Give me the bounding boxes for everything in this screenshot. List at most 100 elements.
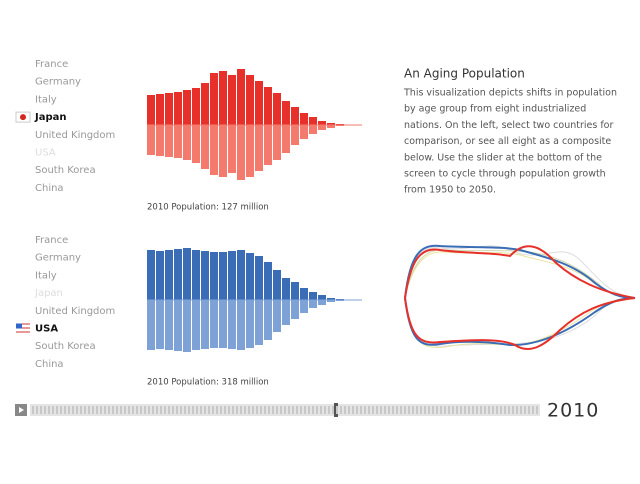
- slider-tick: [104, 406, 106, 414]
- slider-tick: [220, 406, 222, 414]
- bar-upper: [201, 251, 209, 300]
- bar-upper: [192, 88, 200, 125]
- slider-tick: [180, 406, 182, 414]
- bar-lower: [255, 300, 263, 345]
- slider-tick: [384, 406, 386, 414]
- slider-tick: [376, 406, 378, 414]
- slider-tick: [524, 406, 526, 414]
- bar-upper: [282, 278, 290, 300]
- slider-tick: [284, 406, 286, 414]
- bar-upper: [264, 262, 272, 300]
- slider-tick: [416, 406, 418, 414]
- slider-tick: [504, 406, 506, 414]
- slider-tick: [280, 406, 282, 414]
- bar-upper: [327, 298, 335, 300]
- slider-tick: [136, 406, 138, 414]
- slider-tick: [140, 406, 142, 414]
- country-option[interactable]: United Kingdom: [35, 306, 115, 317]
- bar-lower: [309, 300, 317, 308]
- bar-lower: [219, 300, 227, 348]
- slider-tick: [232, 406, 234, 414]
- description-line: by age group from eight industrialized: [404, 104, 586, 115]
- slider-tick: [184, 406, 186, 414]
- bar-lower: [147, 125, 155, 155]
- country-option[interactable]: Germany: [35, 253, 81, 264]
- slider-tick: [404, 406, 406, 414]
- country-option[interactable]: South Korea: [35, 341, 96, 352]
- country-option[interactable]: France: [35, 235, 68, 246]
- slider-tick: [312, 406, 314, 414]
- bar-lower: [237, 125, 245, 180]
- bar-lower: [201, 300, 209, 349]
- country-option[interactable]: Italy: [35, 270, 57, 281]
- description-line: below. Use the slider at the bottom of t…: [404, 152, 602, 163]
- country-option[interactable]: United Kingdom: [35, 130, 115, 141]
- slider-tick: [400, 406, 402, 414]
- country-option[interactable]: South Korea: [35, 165, 96, 176]
- bar-upper: [318, 121, 326, 125]
- slider-tick: [68, 406, 70, 414]
- population-caption: 2010 Population: 127 million: [147, 203, 269, 213]
- slider-tick: [372, 406, 374, 414]
- slider-tick: [432, 406, 434, 414]
- slider-tick: [332, 406, 334, 414]
- country-option[interactable]: USA: [35, 148, 56, 159]
- bar-lower: [273, 300, 281, 332]
- bar-lower: [300, 125, 308, 139]
- slider-tick: [224, 406, 226, 414]
- country-option[interactable]: France: [35, 59, 68, 70]
- slider[interactable]: [15, 403, 540, 417]
- bar-upper: [174, 92, 182, 125]
- country-option[interactable]: China: [35, 183, 64, 194]
- bar-lower: [174, 125, 182, 158]
- country-option[interactable]: Germany: [35, 77, 81, 88]
- country-option[interactable]: China: [35, 359, 64, 370]
- country-option[interactable]: USA: [35, 324, 58, 335]
- slider-tick: [200, 406, 202, 414]
- slider-tick: [204, 406, 206, 414]
- country-option[interactable]: Italy: [35, 94, 57, 105]
- slider-tick: [320, 406, 322, 414]
- bar-upper: [309, 117, 317, 125]
- slider-tick: [176, 406, 178, 414]
- bar-lower: [210, 300, 218, 348]
- slider-tick: [152, 406, 154, 414]
- flag: [20, 114, 26, 121]
- slider-tick: [156, 406, 158, 414]
- slider-tick: [260, 406, 262, 414]
- flag: [16, 323, 22, 329]
- bar-upper: [228, 251, 236, 300]
- slider-tick: [236, 406, 238, 414]
- slider-tick: [516, 406, 518, 414]
- slider-tick: [252, 406, 254, 414]
- slider-tick: [352, 406, 354, 414]
- bar-lower: [192, 125, 200, 163]
- bar-upper: [273, 270, 281, 300]
- bar-upper: [318, 295, 326, 300]
- bar-lower: [255, 125, 263, 171]
- slider-tick: [328, 406, 330, 414]
- slider-tick: [88, 406, 90, 414]
- slider-tick: [392, 406, 394, 414]
- slider-tick: [344, 406, 346, 414]
- bar-upper: [255, 256, 263, 300]
- bar-upper: [219, 252, 227, 300]
- slider-tick: [112, 406, 114, 414]
- country-option[interactable]: Japan: [34, 112, 67, 123]
- slider-tick: [52, 406, 54, 414]
- slider-tick: [132, 406, 134, 414]
- country-option[interactable]: Japan: [34, 288, 63, 299]
- slider-tick: [208, 406, 210, 414]
- slider-tick: [440, 406, 442, 414]
- slider-tick: [92, 406, 94, 414]
- bar-lower: [300, 300, 308, 313]
- slider-tick: [72, 406, 74, 414]
- slider-tick: [484, 406, 486, 414]
- population-caption: 2010 Population: 318 million: [147, 378, 269, 388]
- slider-tick: [324, 406, 326, 414]
- flag: [16, 329, 30, 331]
- slider-tick: [276, 406, 278, 414]
- slider-tick: [76, 406, 78, 414]
- bar-lower: [291, 125, 299, 145]
- slider-tick: [364, 406, 366, 414]
